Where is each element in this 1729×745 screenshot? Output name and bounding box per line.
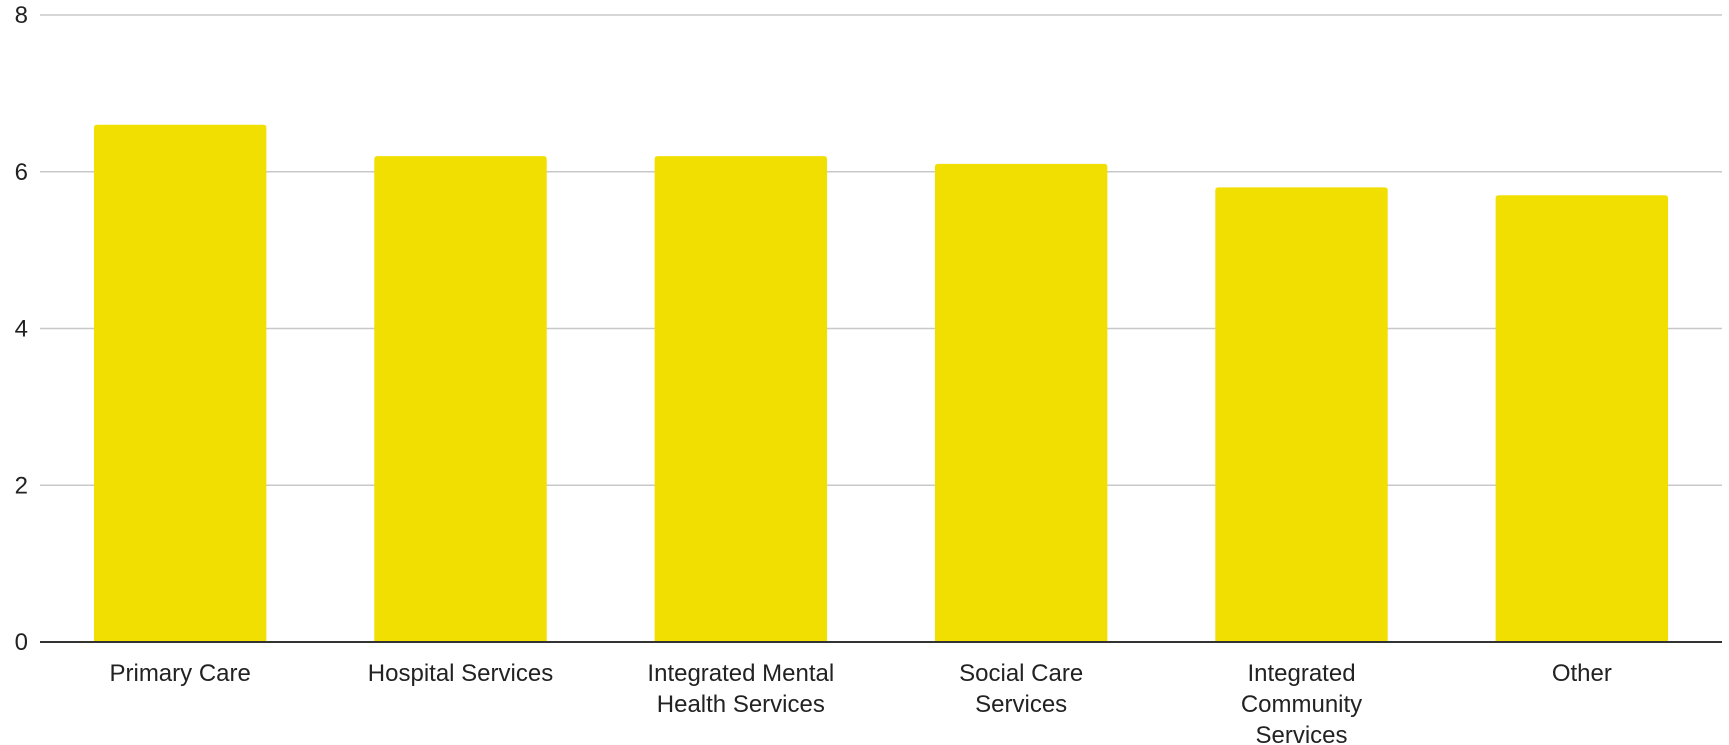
bar: [93, 124, 267, 643]
x-axis-labels: Primary Care Hospital Services Integrated …: [109, 660, 1611, 745]
bar: [934, 163, 1108, 642]
y-tick-label: 8: [15, 2, 28, 29]
bar: [654, 156, 828, 642]
x-tick-label: Hospital Services: [368, 660, 553, 687]
y-tick-label: 0: [15, 629, 28, 656]
y-tick-label: 2: [15, 472, 28, 499]
bar: [374, 156, 547, 642]
bars: [93, 124, 1669, 643]
x-tick-label-line: Hospital Services: [368, 660, 553, 687]
x-tick-label: Primary Care: [109, 660, 250, 687]
bar: [1495, 195, 1669, 642]
gridlines: [40, 14, 1722, 486]
bar: [1215, 187, 1388, 643]
x-tick-label: Integrated Community Services: [1241, 660, 1362, 745]
x-tick-label: Integrated Mental Health Services: [647, 660, 834, 718]
x-tick-label-line: Integrated: [1247, 660, 1355, 687]
x-tick-label-line: Services: [975, 691, 1067, 718]
x-tick-label: Other: [1552, 660, 1612, 687]
x-tick-label-line: Integrated Mental: [647, 660, 834, 687]
y-tick-label: 6: [15, 159, 28, 186]
x-tick-label-line: Other: [1552, 660, 1612, 687]
y-tick-label: 4: [15, 316, 28, 343]
x-tick-label-line: Health Services: [657, 691, 825, 718]
y-axis-ticks: 0 2 4 6 8: [15, 2, 28, 656]
x-tick-label-line: Services: [1255, 722, 1347, 745]
x-tick-label-line: Social Care: [959, 660, 1083, 687]
x-tick-label: Social Care Services: [959, 660, 1083, 718]
x-tick-label-line: Community: [1241, 691, 1362, 718]
x-tick-label-line: Primary Care: [109, 660, 250, 687]
